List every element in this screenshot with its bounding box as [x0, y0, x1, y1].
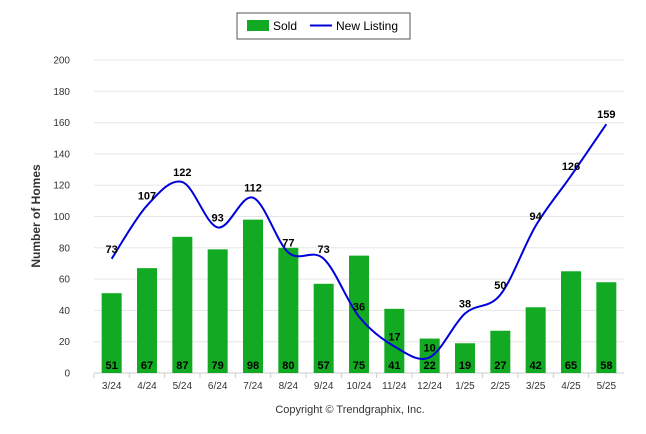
- bar-data-label: 27: [494, 360, 506, 372]
- line-data-label: 93: [212, 212, 224, 224]
- bar-sold: [525, 307, 546, 373]
- y-tick-label: 140: [53, 149, 70, 160]
- y-tick-label: 160: [53, 118, 70, 129]
- line-data-label: 107: [138, 191, 156, 203]
- line-data-label: 50: [494, 280, 506, 292]
- y-tick-label: 40: [59, 306, 71, 317]
- bar-sold: [490, 330, 511, 373]
- x-tick-label: 9/24: [314, 381, 334, 392]
- y-tick-label: 0: [64, 369, 70, 380]
- line-data-label: 36: [353, 302, 365, 314]
- y-axis-title: Number of Homes: [29, 164, 43, 268]
- line-data-label: 38: [459, 299, 471, 311]
- line-data-label: 94: [530, 211, 543, 223]
- x-tick-label: 4/25: [561, 381, 581, 392]
- bar-data-label: 57: [318, 360, 330, 372]
- bar-sold: [596, 282, 617, 373]
- line-data-label: 112: [244, 183, 262, 195]
- x-tick-label: 12/24: [417, 381, 442, 392]
- bar-data-label: 41: [388, 360, 400, 372]
- x-tick-label: 4/24: [137, 381, 157, 392]
- x-tick-label: 5/25: [597, 381, 617, 392]
- copyright-footer: Copyright © Trendgraphix, Inc.: [275, 404, 424, 416]
- y-tick-label: 20: [59, 337, 71, 348]
- line-data-label: 73: [106, 244, 118, 256]
- bar-data-label: 65: [565, 360, 577, 372]
- bar-data-label: 87: [176, 360, 188, 372]
- line-data-label: 77: [282, 237, 294, 249]
- bar-sold: [243, 219, 263, 373]
- y-tick-label: 80: [59, 243, 71, 254]
- line-data-label: 159: [597, 109, 615, 121]
- bar-sold: [137, 268, 157, 373]
- y-tick-label: 60: [59, 275, 71, 286]
- line-data-label: 126: [562, 161, 580, 173]
- x-tick-label: 3/25: [526, 381, 546, 392]
- bar-data-label: 51: [106, 360, 118, 372]
- bar-data-label: 98: [247, 360, 259, 372]
- line-data-label: 122: [173, 167, 191, 179]
- bar-data-label: 19: [459, 360, 471, 372]
- line-new-listing: [110, 123, 608, 360]
- legend-label-new-listing: New Listing: [336, 19, 398, 33]
- y-axis-ticks: 0 20 40 60 80 100 120 140 160 180 200: [53, 56, 70, 380]
- line-series-new-listing: 73 107 122 93 112 77 73 36 17 10 38 50 94 126 159: [106, 109, 616, 360]
- bar-data-label: 22: [424, 360, 436, 372]
- y-tick-label: 180: [53, 87, 70, 98]
- bar-sold: [349, 255, 369, 373]
- x-tick-label: 7/24: [243, 381, 263, 392]
- bar-data-label: 80: [282, 360, 294, 372]
- bar-data-label: 75: [353, 360, 365, 372]
- legend: Sold New Listing: [236, 12, 411, 40]
- bar-series-sold: 51 67 87 79 98 80 57 75 41 22 19 27 42 65 58: [101, 219, 617, 373]
- bar-sold: [384, 308, 405, 373]
- bar-data-label: 42: [530, 360, 542, 372]
- bar-sold: [278, 247, 299, 373]
- x-tick-label: 2/25: [491, 381, 511, 392]
- legend-swatch-sold: [247, 20, 269, 31]
- bar-data-label: 67: [141, 360, 153, 372]
- x-tick-label: 5/24: [173, 381, 193, 392]
- bar-sold: [419, 338, 440, 373]
- x-tick-label: 10/24: [346, 381, 371, 392]
- bar-sold: [313, 283, 334, 373]
- line-data-label: 17: [388, 331, 400, 343]
- bar-sold: [207, 249, 228, 373]
- bar-data-label: 58: [600, 360, 612, 372]
- x-tick-label: 8/24: [279, 381, 299, 392]
- legend-label-sold: Sold: [273, 19, 297, 33]
- x-tick-label: 6/24: [208, 381, 228, 392]
- bar-sold: [561, 271, 581, 373]
- x-axis-ticks: 3/24 4/24 5/24 6/24 7/24 8/24 9/24 10/24 11/24 12…: [93, 373, 617, 392]
- y-tick-label: 200: [53, 56, 70, 67]
- y-tick-label: 100: [53, 212, 70, 223]
- x-tick-label: 1/25: [455, 381, 475, 392]
- bar-sold: [455, 343, 475, 373]
- bar-sold: [172, 236, 193, 373]
- line-data-label: 73: [318, 244, 330, 256]
- y-tick-label: 120: [53, 181, 70, 192]
- line-data-label: 10: [424, 342, 436, 354]
- x-tick-label: 11/24: [382, 381, 407, 392]
- x-tick-label: 3/24: [102, 381, 122, 392]
- bar-sold: [101, 293, 122, 373]
- bar-data-label: 79: [212, 360, 224, 372]
